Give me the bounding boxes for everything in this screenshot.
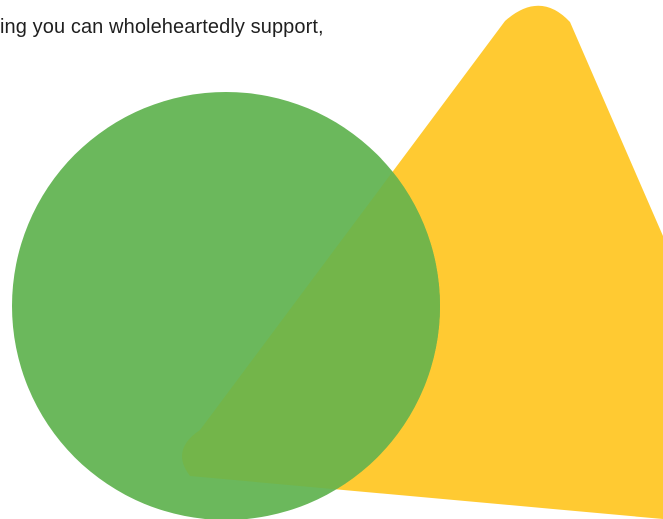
text-snippet: ing you can wholeheartedly support, (0, 16, 324, 38)
overlap-region (182, 92, 440, 519)
